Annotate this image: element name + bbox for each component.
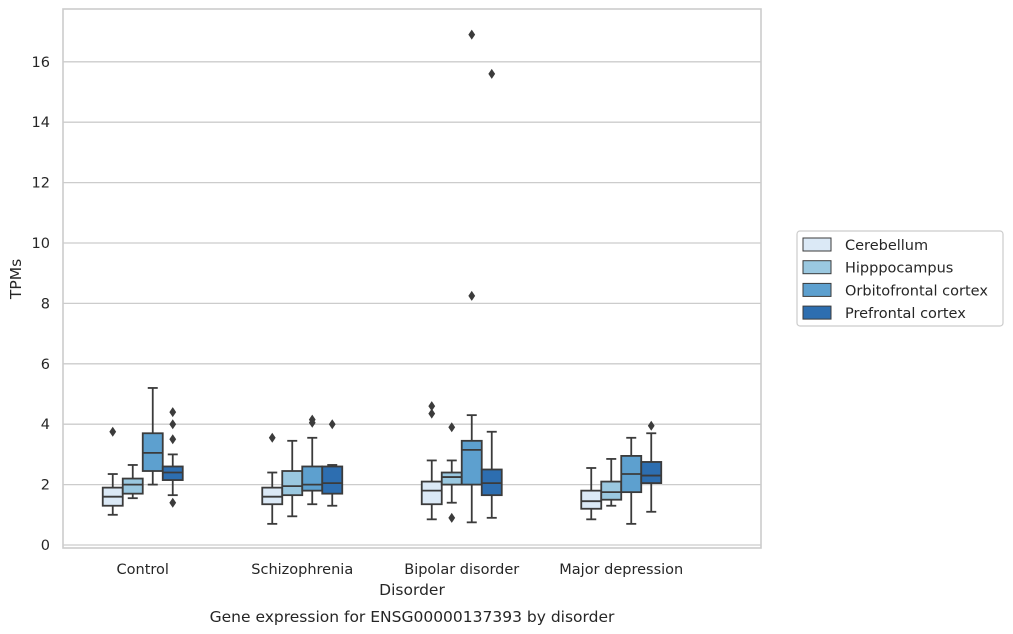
- y-tick-label: 16: [32, 55, 50, 71]
- y-tick-label: 4: [41, 417, 50, 433]
- x-tick-label: Schizophrenia: [251, 562, 353, 578]
- outlier-point: [468, 29, 476, 40]
- outlier-point: [109, 426, 117, 437]
- x-axis-label: Disorder: [379, 581, 445, 599]
- outlier-point: [448, 512, 456, 523]
- legend-label: Cerebellum: [845, 238, 928, 254]
- box-hipppocampus: [600, 458, 623, 507]
- box-orbitofrontal-cortex: [620, 436, 643, 525]
- y-tick-label: 14: [32, 115, 50, 131]
- outlier-point: [448, 422, 456, 433]
- box-hipppocampus: [281, 439, 304, 518]
- outlier-point: [268, 432, 276, 443]
- box-prefrontal-cortex: [480, 68, 503, 519]
- x-tick-label: Major depression: [559, 562, 683, 578]
- box-hipppocampus: [440, 422, 463, 523]
- legend-swatch: [802, 305, 832, 320]
- box-cerebellum: [580, 467, 603, 521]
- box-orbitofrontal-cortex: [141, 387, 164, 486]
- box-orbitofrontal-cortex: [460, 29, 483, 524]
- y-tick-label: 0: [41, 538, 50, 554]
- iqr-box: [321, 465, 344, 495]
- iqr-box: [600, 480, 623, 501]
- legend-swatch: [802, 237, 832, 252]
- outlier-point: [428, 408, 436, 419]
- y-axis-ticks: 0 2 4 6 8 10 12 14 16: [32, 55, 50, 554]
- outlier-point: [169, 407, 177, 418]
- outlier-point: [428, 401, 436, 412]
- box-orbitofrontal-cortex: [301, 414, 324, 506]
- y-axis-label: TPMs: [7, 259, 25, 300]
- box-cerebellum: [101, 426, 124, 516]
- box-prefrontal-cortex: [640, 420, 663, 513]
- iqr-box: [580, 489, 603, 510]
- outlier-point: [468, 290, 476, 301]
- legend-label: Hipppocampus: [845, 261, 953, 277]
- iqr-box: [420, 480, 443, 506]
- x-tick-label: Control: [117, 562, 169, 578]
- plot-frame: [62, 8, 762, 549]
- box-hipppocampus: [121, 464, 144, 500]
- plot-area-border: [62, 8, 762, 549]
- legend-swatch: [802, 260, 832, 275]
- outlier-point: [647, 420, 655, 431]
- iqr-box: [440, 471, 463, 486]
- y-tick-label: 10: [32, 236, 50, 252]
- legend-swatch: [802, 282, 832, 297]
- outlier-point: [308, 417, 316, 428]
- box-cerebellum: [420, 401, 443, 521]
- y-tick-label: 2: [41, 478, 50, 494]
- outlier-point: [488, 68, 496, 79]
- iqr-box: [301, 465, 324, 492]
- outlier-point: [169, 434, 177, 445]
- box-cerebellum: [261, 432, 284, 525]
- x-axis-ticks: Control Schizophrenia Bipolar disorder Majo…: [117, 562, 684, 578]
- chart-caption: Gene expression for ENSG00000137393 by d…: [210, 608, 615, 626]
- y-tick-label: 8: [41, 296, 50, 312]
- gridlines: [63, 61, 761, 546]
- box-prefrontal-cortex: [321, 419, 344, 507]
- legend-label: Orbitofrontal cortex: [845, 283, 988, 299]
- legend-box: [796, 230, 1004, 327]
- outlier-point: [328, 419, 336, 430]
- y-tick-label: 12: [32, 176, 50, 192]
- iqr-box: [460, 439, 483, 486]
- outlier-point: [169, 497, 177, 508]
- iqr-box: [640, 461, 663, 484]
- legend-label: Prefrontal cortex: [845, 306, 966, 322]
- boxes: [101, 29, 663, 525]
- outlier-point: [169, 419, 177, 430]
- y-tick-label: 6: [41, 357, 50, 373]
- box-prefrontal-cortex: [161, 407, 184, 508]
- x-tick-label: Bipolar disorder: [404, 562, 519, 578]
- legend: Cerebellum Hipppocampus Orbitofrontal cort…: [796, 230, 1004, 327]
- iqr-box: [281, 470, 304, 497]
- iqr-box: [121, 477, 144, 495]
